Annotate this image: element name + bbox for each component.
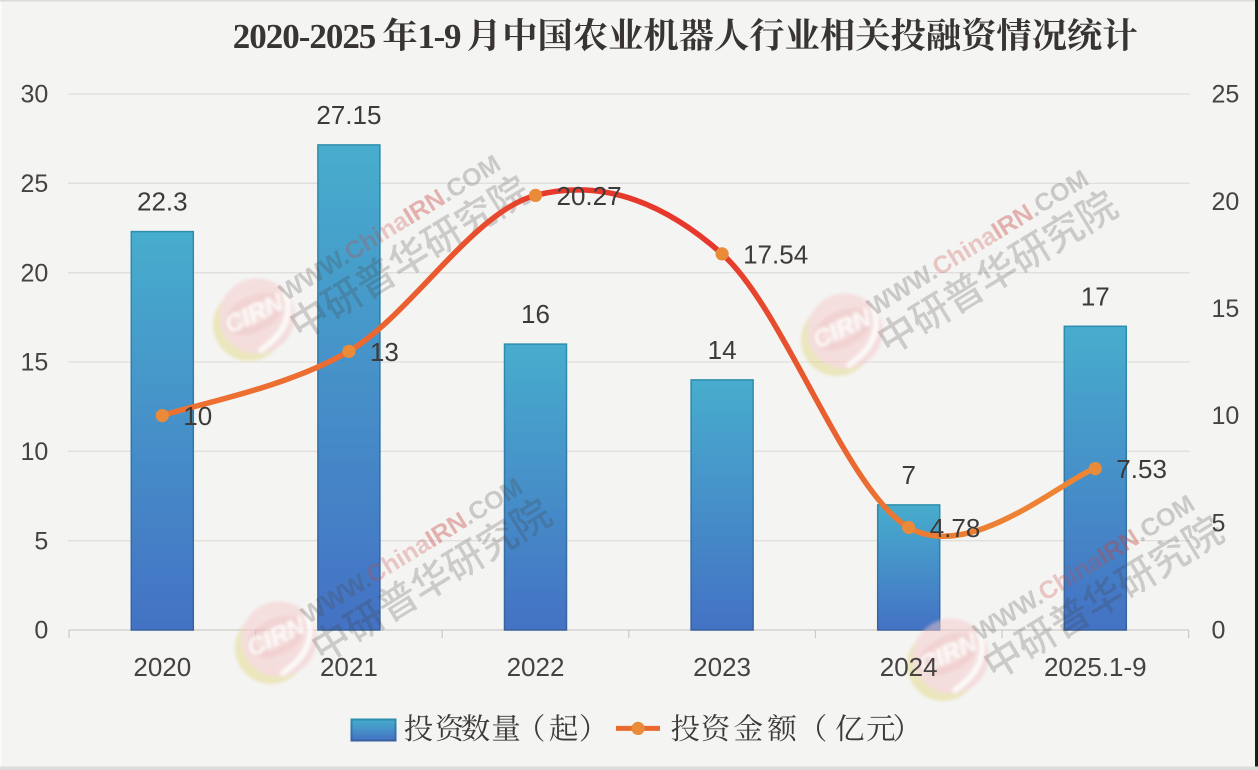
svg-text:2021: 2021 xyxy=(320,652,378,682)
svg-text:20.27: 20.27 xyxy=(557,181,622,211)
svg-text:5: 5 xyxy=(1212,509,1226,537)
svg-text:7: 7 xyxy=(901,460,915,490)
svg-text:5: 5 xyxy=(34,527,48,555)
svg-text:25: 25 xyxy=(1212,81,1240,109)
svg-text:27.15: 27.15 xyxy=(316,100,381,130)
svg-text:13: 13 xyxy=(370,337,399,367)
svg-text:16: 16 xyxy=(521,299,550,329)
svg-text:0: 0 xyxy=(34,617,48,645)
svg-text:2020-2025: 2020-2025 xyxy=(233,17,376,56)
svg-text:7.53: 7.53 xyxy=(1116,454,1167,484)
svg-text:25: 25 xyxy=(20,170,48,198)
svg-text:20: 20 xyxy=(20,259,48,287)
svg-text:1-9: 1-9 xyxy=(418,17,462,56)
svg-text:2024: 2024 xyxy=(880,652,938,682)
svg-text:15: 15 xyxy=(1212,295,1240,323)
svg-text:4.78: 4.78 xyxy=(930,513,981,543)
svg-text:10: 10 xyxy=(20,438,48,466)
svg-text:2025.1-9: 2025.1-9 xyxy=(1044,652,1147,682)
svg-text:22.3: 22.3 xyxy=(137,187,188,217)
svg-text:14: 14 xyxy=(708,335,737,365)
svg-text:20: 20 xyxy=(1212,188,1240,216)
svg-text:2020: 2020 xyxy=(133,652,191,682)
svg-text:15: 15 xyxy=(20,349,48,377)
svg-text:17: 17 xyxy=(1081,281,1110,311)
svg-text:30: 30 xyxy=(20,81,48,109)
svg-text:2023: 2023 xyxy=(693,652,751,682)
svg-text:10: 10 xyxy=(183,401,212,431)
svg-text:10: 10 xyxy=(1212,402,1240,430)
svg-text:0: 0 xyxy=(1212,617,1226,645)
svg-text:2022: 2022 xyxy=(507,652,565,682)
svg-text:17.54: 17.54 xyxy=(743,239,808,269)
